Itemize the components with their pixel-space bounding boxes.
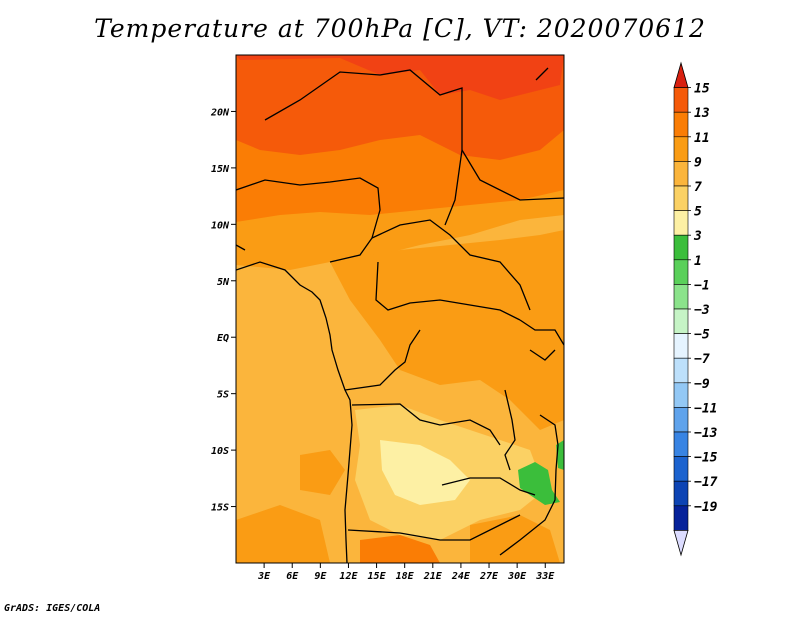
lon-tick-label: 24E xyxy=(451,571,471,582)
field-region xyxy=(380,440,470,505)
colorbar-legend: 15 13 11 9 7 5 3 1 −1 −3 −5 −7 −9 −11 −13 −15 −17 −19 xyxy=(673,61,718,557)
colorbar-bin xyxy=(673,480,689,507)
lon-tick-label: 15E xyxy=(368,571,387,582)
lat-tick-label: 15S xyxy=(211,503,229,514)
colorbar-label: −9 xyxy=(694,377,710,392)
field-region xyxy=(300,450,345,495)
colorbar-label: −3 xyxy=(694,303,710,318)
lat-tick-label: 10S xyxy=(211,446,229,457)
colorbar-bin xyxy=(673,505,689,531)
colorbar-top-arrow xyxy=(673,61,689,88)
lat-tick-label: EQ xyxy=(217,333,229,344)
lon-tick-label: 3E xyxy=(257,571,271,582)
colorbar-bin xyxy=(673,87,689,113)
colorbar-bin xyxy=(673,210,689,236)
colorbar-bin xyxy=(673,357,689,384)
map-frame xyxy=(235,54,565,564)
lon-tick-label: 33E xyxy=(535,571,555,582)
field-region xyxy=(330,230,564,430)
lon-tick-label: 12E xyxy=(339,571,358,582)
field-region xyxy=(360,535,440,563)
longitude-axis: 3E 6E 9E 12E 15E 18E 21E 24E 27E 30E 33E xyxy=(257,563,555,582)
colorbar-bin xyxy=(673,234,689,261)
colorbar-bin xyxy=(673,431,689,457)
colorbar-bin xyxy=(673,382,689,408)
colorbar-label: 1 xyxy=(694,254,702,269)
lon-tick-label: 21E xyxy=(423,571,443,582)
lon-tick-label: 30E xyxy=(507,571,527,582)
colorbar-bin xyxy=(673,111,689,138)
grads-credit: GrADS: IGES/COLA xyxy=(4,603,101,614)
colorbar-bin xyxy=(673,259,689,285)
colorbar-label: −13 xyxy=(694,426,718,441)
field-region xyxy=(236,55,564,100)
colorbar-label: −1 xyxy=(694,278,710,293)
colorbar-label: −15 xyxy=(694,451,718,466)
colorbar-bin xyxy=(673,284,689,310)
lon-tick-label: 6E xyxy=(286,571,299,582)
colorbar-label: 3 xyxy=(693,229,702,244)
colorbar-bin xyxy=(673,333,689,359)
latitude-axis: 20N 15N 10N 5N EQ 5S 10S 15S xyxy=(210,107,236,514)
colorbar-label: 5 xyxy=(694,205,702,220)
lat-tick-label: 5S xyxy=(217,390,229,401)
colorbar-label: 13 xyxy=(694,106,710,121)
temperature-field xyxy=(236,55,564,563)
lat-tick-label: 5N xyxy=(217,277,230,288)
colorbar-label: 11 xyxy=(694,131,710,146)
colorbar-bin xyxy=(673,308,689,334)
lon-tick-label: 18E xyxy=(396,571,415,582)
field-region xyxy=(470,515,560,563)
colorbar-bin xyxy=(673,161,689,187)
lon-tick-label: 27E xyxy=(479,571,499,582)
colorbar-label: 9 xyxy=(694,155,702,170)
colorbar-label: −17 xyxy=(694,475,718,490)
colorbar-bin xyxy=(673,185,689,211)
field-region xyxy=(236,505,330,563)
colorbar-label: −7 xyxy=(694,352,710,367)
coastlines-borders xyxy=(236,67,564,563)
lat-tick-label: 10N xyxy=(211,220,230,231)
colorbar-bin xyxy=(673,407,689,433)
colorbar-label: −19 xyxy=(694,500,718,515)
colorbar-bin xyxy=(673,456,689,482)
field-region xyxy=(518,462,560,505)
colorbar-label: 15 xyxy=(694,82,710,97)
colorbar-label: 7 xyxy=(694,180,702,195)
colorbar-label: −11 xyxy=(694,401,717,416)
colorbar-bottom-arrow xyxy=(673,530,689,557)
lat-tick-label: 15N xyxy=(211,164,230,175)
colorbar-bin xyxy=(673,136,689,162)
map-title: Temperature at 700hPa [C], VT: 202007061… xyxy=(94,14,706,43)
lon-tick-label: 9E xyxy=(314,571,327,582)
lat-tick-label: 20N xyxy=(210,107,230,118)
colorbar-label: −5 xyxy=(694,328,710,343)
